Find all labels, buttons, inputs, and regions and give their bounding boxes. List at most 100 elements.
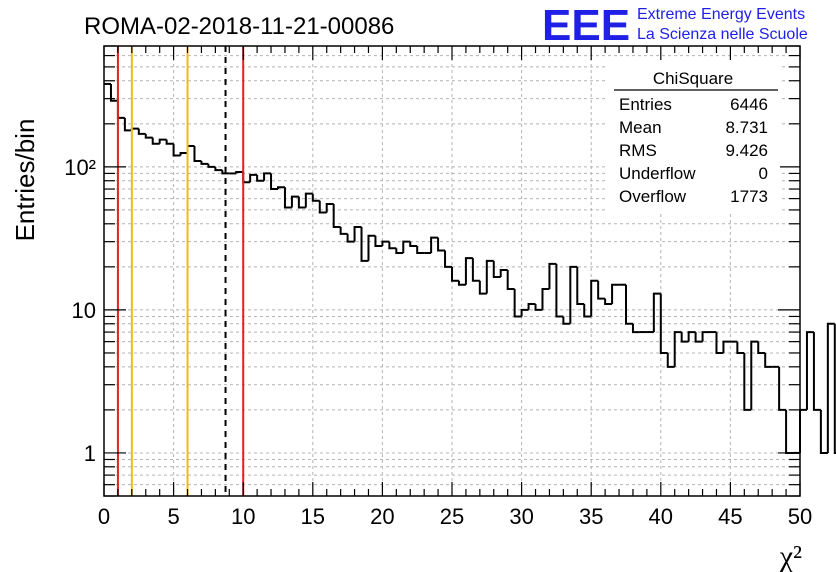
histogram-bin [819,409,828,454]
stats-value: 0 [759,164,768,183]
histogram-bin [332,204,341,228]
stats-label: RMS [619,141,657,160]
x-tick-label: 0 [98,504,110,529]
histogram-bin [673,331,682,367]
histogram-bin [388,241,397,250]
histogram-bin [151,137,160,145]
histogram-bin [520,308,529,317]
histogram-bin [235,171,244,174]
histogram-bin [478,280,487,295]
histogram-bin [604,298,613,305]
histogram-bin [492,260,501,278]
histogram-bin [555,263,564,318]
x-tick-label: 5 [167,504,179,529]
histogram-bin [395,248,404,254]
histogram-bin [569,265,578,324]
histogram-bin [339,226,348,235]
histogram-bin [297,196,306,209]
histogram-bin [750,340,759,410]
histogram-bin [158,138,167,144]
histogram-bin [701,331,710,342]
histogram-bin [367,234,376,261]
stats-box-bg [606,60,780,212]
histogram-bin [304,192,313,208]
histogram-bin [353,225,362,242]
histogram-bin [499,269,508,277]
histogram-bin [179,152,188,156]
histogram-bin [471,258,480,282]
histogram-bin [541,288,550,310]
histogram-bin [548,262,557,290]
histogram-bin [826,322,835,453]
histogram-bin [652,292,661,333]
histogram-bin [346,233,355,243]
histogram-bin [534,303,543,311]
histogram-bin [631,323,640,334]
eee-logo: EEE Extreme Energy Events La Scienza nel… [542,1,808,50]
histogram-bin [576,266,585,305]
x-tick-label: 25 [440,504,464,529]
y-tick-label: 1 [84,441,96,466]
histogram-bin [722,340,731,353]
y-tick-label: 10² [64,155,96,180]
histogram-bin [416,245,425,254]
histogram-bin [597,280,606,300]
stats-label: Overflow [619,187,687,206]
histogram-bin [116,100,125,119]
histogram-bin [666,352,675,368]
histogram-bin [123,117,132,132]
histogram-bin [374,235,383,247]
logo-line-2: La Scienza nelle Scuole [637,26,808,43]
x-tick-label: 30 [509,504,533,529]
stats-value: 1773 [730,187,768,206]
x-axis-label: χ² [779,540,802,572]
histogram-series [104,82,836,454]
x-tick-label: 40 [649,504,673,529]
axis-ticks [103,45,801,497]
logo-line-1: Extreme Energy Events [637,6,805,23]
histogram-bin [318,200,327,214]
stats-rows: Entries 6446 Mean 8.731 RMS 9.426 Underflow 0 Ov… [619,95,768,206]
histogram-bin [277,186,285,190]
stats-title: ChiSquare [653,69,733,88]
x-tick-label: 20 [370,504,394,529]
histogram-bin [799,408,807,453]
histogram-bin [764,352,773,368]
histogram-bin [659,293,668,354]
histogram-bin [325,203,334,213]
y-tick-labels: 1 10 10² [64,155,96,466]
histogram-bin [743,352,752,411]
x-tick-label: 45 [718,504,742,529]
histogram-bin [437,237,446,252]
histogram-bin [109,83,118,102]
y-tick-label: 10 [72,298,96,323]
histogram-bin [444,250,452,268]
histogram-bin [270,173,278,191]
stats-value: 8.731 [725,118,768,137]
histogram-bin [193,145,202,162]
histogram-bin [778,366,787,411]
histogram-bin [485,259,494,294]
histogram-bin [130,127,139,131]
histogram-bin [200,160,209,165]
histogram-bin [311,193,320,202]
histogram-bin [290,195,299,208]
stats-label: Mean [619,118,662,137]
histogram-bin [207,163,216,168]
histogram-bin [283,187,292,209]
histogram-bin [513,289,522,318]
x-tick-label: 10 [231,504,255,529]
histogram-bin [256,174,265,182]
stats-label: Entries [619,95,672,114]
x-tick-labels: 0 5 10 15 20 25 30 35 40 45 50 [98,504,812,529]
histogram-bin [360,226,369,262]
stats-label: Underflow [619,164,696,183]
histogram-bin [451,266,459,282]
histogram-bin [464,257,473,285]
histogram-bin [186,144,195,154]
histogram-bin [590,279,599,317]
run-title: ROMA-02-2018-11-21-00086 [84,13,394,40]
histogram-bin [430,236,439,253]
histogram-bin [611,283,620,304]
